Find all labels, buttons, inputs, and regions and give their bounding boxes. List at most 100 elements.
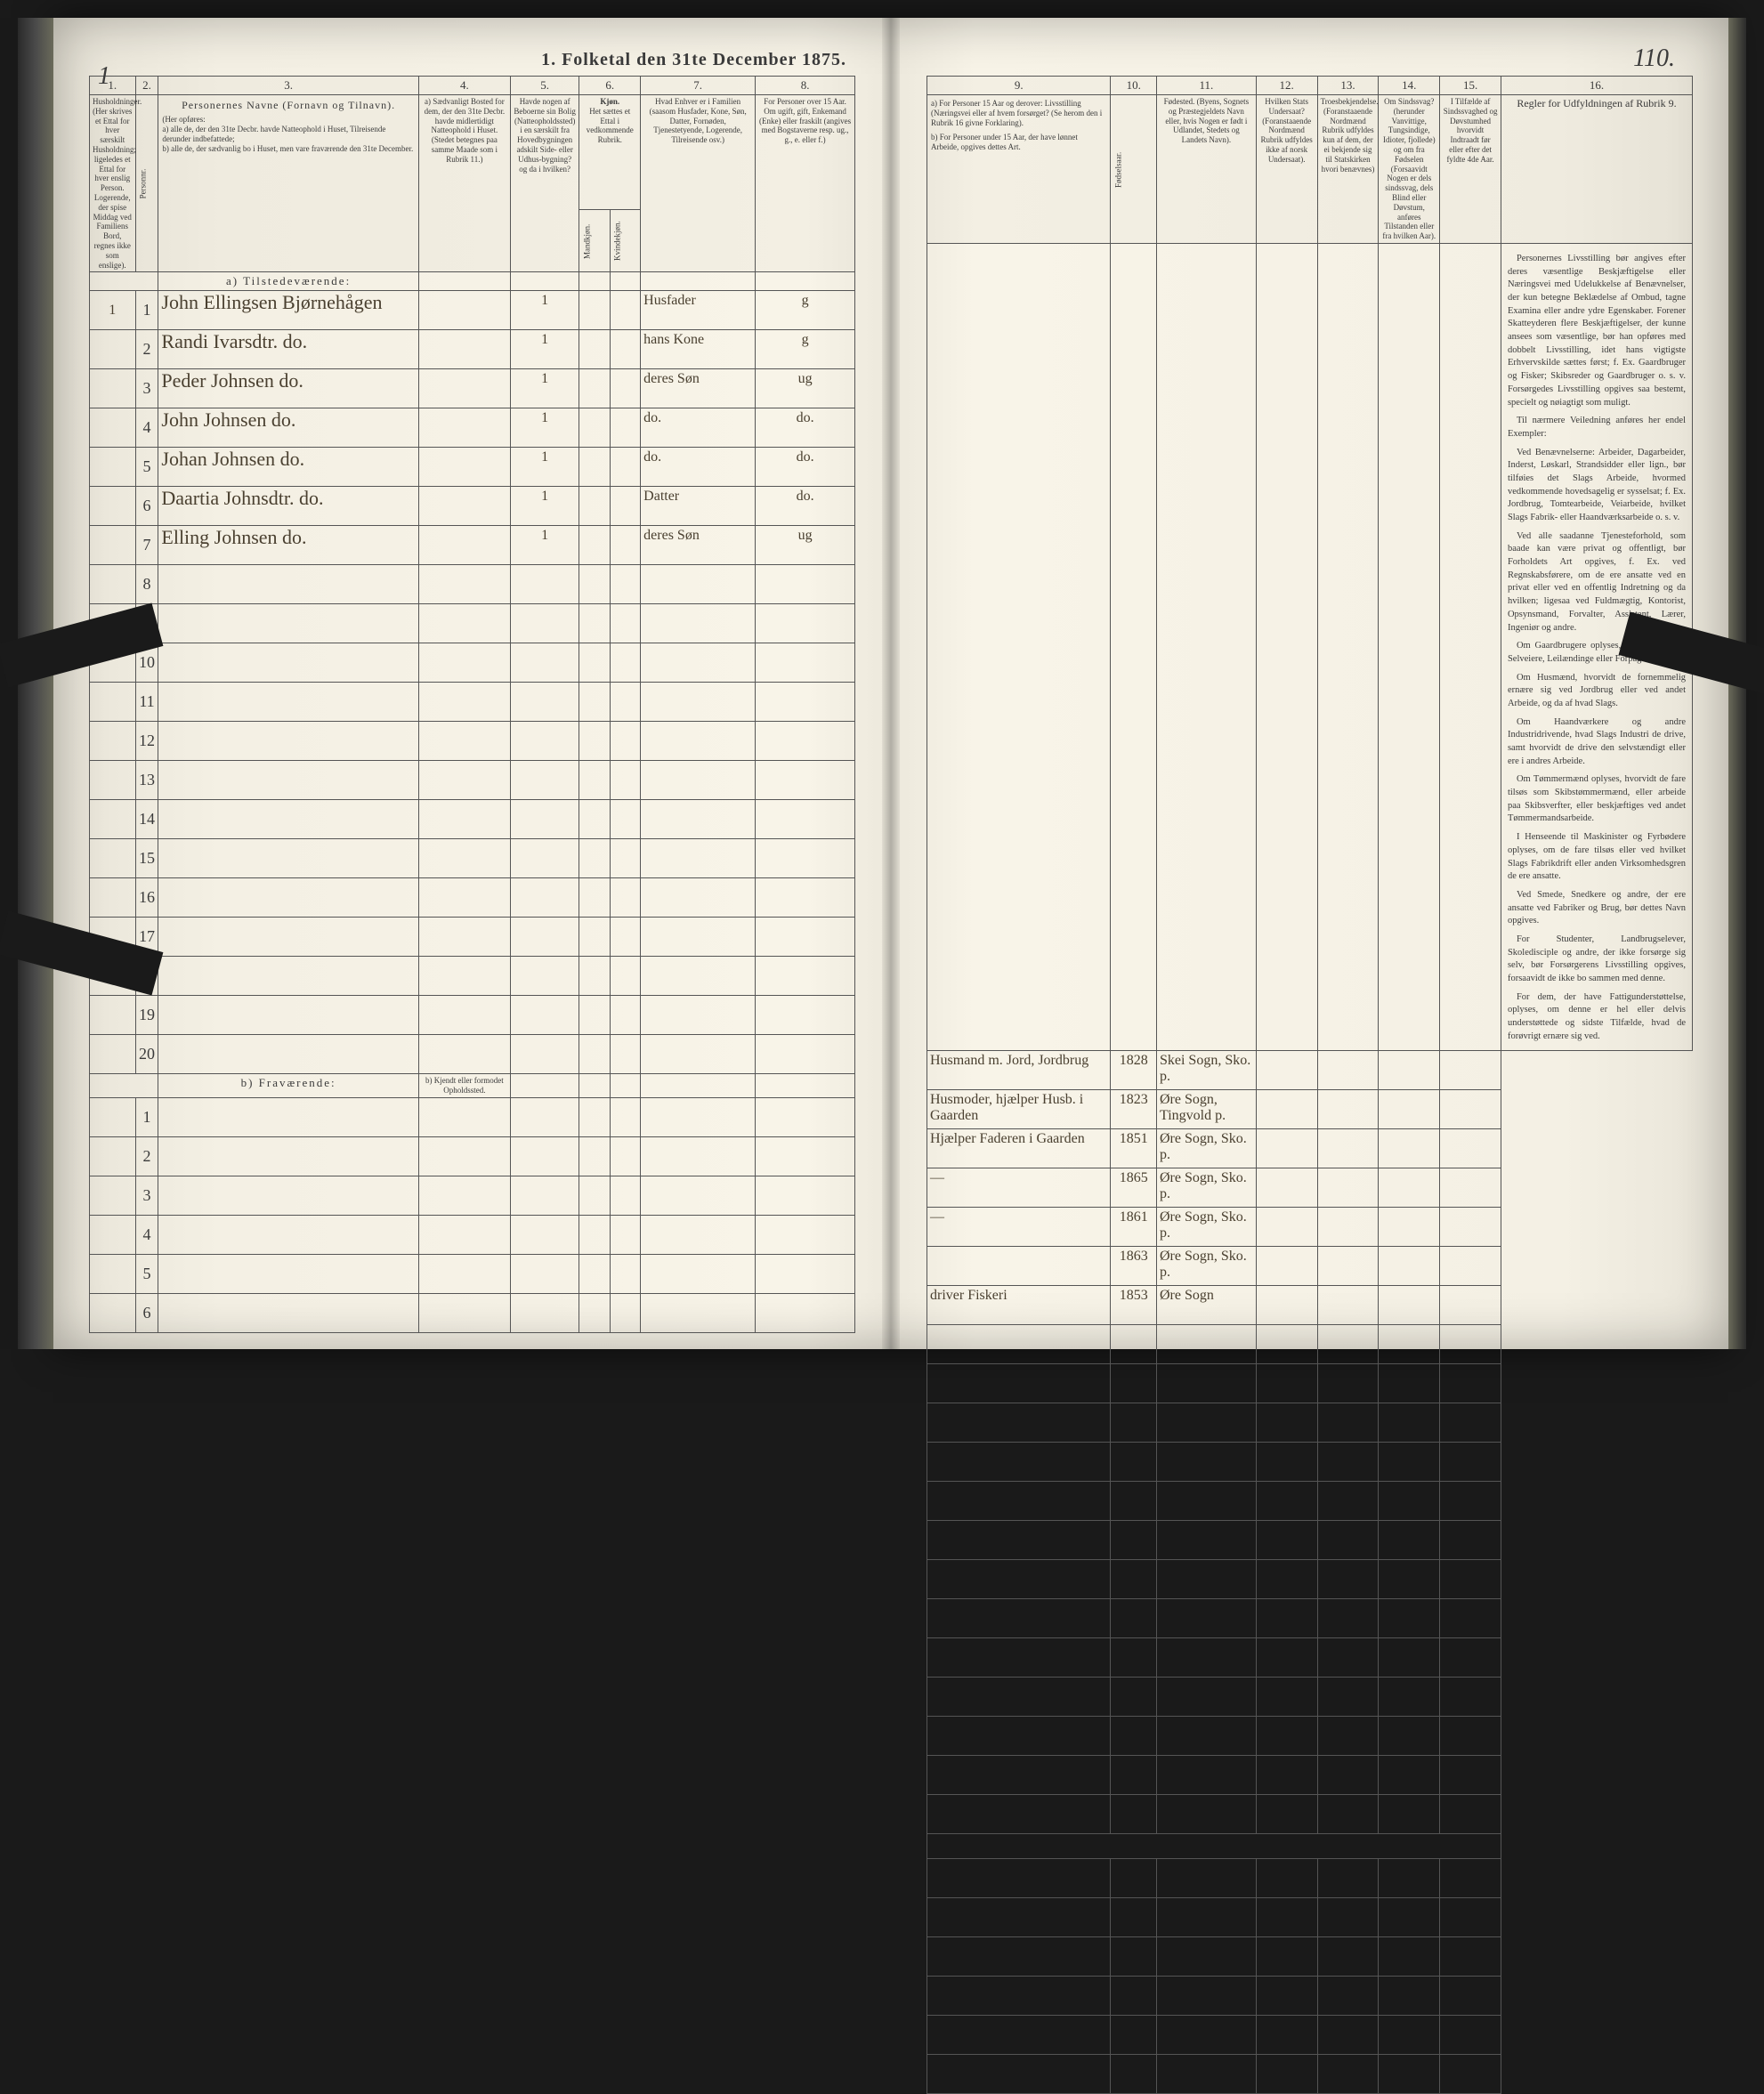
header-13: Troesbekjendelse. (Foranstaaende Nordmæn… xyxy=(1317,95,1379,244)
cell xyxy=(90,761,136,800)
row-num: 13 xyxy=(135,761,158,800)
row-num: 5 xyxy=(135,1254,158,1293)
table-row: 1863Øre Sogn, Sko. p. xyxy=(927,1247,1693,1286)
rubrik-paragraph: Ved Benævnelserne: Arbeider, Dagarbeider… xyxy=(1508,447,1686,525)
row-num: 20 xyxy=(135,1035,158,1074)
family-pos: Datter xyxy=(641,487,756,526)
household-num xyxy=(90,448,136,487)
table-row-empty xyxy=(927,1756,1693,1795)
cell xyxy=(1256,1286,1317,1325)
occupation: Husmand m. Jord, Jordbrug xyxy=(927,1051,1111,1090)
cell-5: 1 xyxy=(510,526,579,565)
cell-k xyxy=(610,408,640,448)
cell-m xyxy=(579,526,610,565)
ledger-table-left: 1. 2. 3. 4. 5. 6. 7. 8. Husholdninger. (… xyxy=(89,76,855,1333)
table-row: 3Peder Johnsen do.1deres Sønug xyxy=(90,369,855,408)
table-row: driver Fiskeri1853Øre Sogn xyxy=(927,1286,1693,1325)
birth-place: Øre Sogn, Sko. p. xyxy=(1156,1168,1256,1208)
h9b: b) For Personer under 15 Aar, der have l… xyxy=(931,133,1106,152)
person-name: Randi Ivarsdtr. do. xyxy=(158,330,418,369)
table-row-empty xyxy=(927,1560,1693,1599)
cell xyxy=(90,839,136,878)
h9a: a) For Personer 15 Aar og derover: Livss… xyxy=(931,99,1106,127)
cell xyxy=(1317,1090,1379,1129)
row-num: 1 xyxy=(135,1097,158,1136)
birth-place: Øre Sogn, Sko. p. xyxy=(1156,1247,1256,1286)
rubrik-paragraph: For dem, der have Fattigunderstøttelse, … xyxy=(1508,991,1686,1044)
table-row: 5Johan Johnsen do.1do.do. xyxy=(90,448,855,487)
family-pos: do. xyxy=(641,408,756,448)
row-num: 4 xyxy=(135,1215,158,1254)
occupation: — xyxy=(927,1208,1111,1247)
civil: do. xyxy=(756,408,855,448)
header-16: Regler for Udfyldningen af Rubrik 9. xyxy=(1501,95,1692,244)
birth-place: Øre Sogn, Sko. p. xyxy=(1156,1208,1256,1247)
family-pos: deres Søn xyxy=(641,369,756,408)
birth-place: Øre Sogn, Tingvold p. xyxy=(1156,1090,1256,1129)
cell xyxy=(1379,1051,1440,1090)
civil: do. xyxy=(756,448,855,487)
cell-5: 1 xyxy=(510,487,579,526)
cell xyxy=(1256,1247,1317,1286)
birth-year: 1853 xyxy=(1111,1286,1157,1325)
row-num: 16 xyxy=(135,878,158,918)
section-b-label: b) Fraværende: xyxy=(158,1074,418,1098)
table-row-empty xyxy=(927,1937,1693,1977)
civil: g xyxy=(756,330,855,369)
table-row-empty: 14 xyxy=(90,800,855,839)
header-11: Fødested. (Byens, Sognets og Præstegjeld… xyxy=(1156,95,1256,244)
cell xyxy=(90,878,136,918)
birth-year: 1865 xyxy=(1111,1168,1157,1208)
table-row: —1865Øre Sogn, Sko. p. xyxy=(927,1168,1693,1208)
birth-year: 1823 xyxy=(1111,1090,1157,1129)
birth-place: Øre Sogn xyxy=(1156,1286,1256,1325)
household-num xyxy=(90,487,136,526)
table-row-empty xyxy=(927,1364,1693,1403)
occupation xyxy=(927,1247,1111,1286)
cell xyxy=(90,1176,136,1215)
table-row-empty xyxy=(927,1977,1693,2016)
cell xyxy=(90,996,136,1035)
cell xyxy=(1440,1286,1501,1325)
table-row-empty: 19 xyxy=(90,996,855,1035)
header-1: Husholdninger. (Her skrives et Ettal for… xyxy=(90,95,136,272)
table-row-empty xyxy=(927,2055,1693,2094)
table-row-empty: 11 xyxy=(90,683,855,722)
person-num: 1 xyxy=(135,291,158,330)
table-row-empty: 16 xyxy=(90,878,855,918)
header-8: For Personer over 15 Aar. Om ugift, gift… xyxy=(756,95,855,272)
cell-k xyxy=(610,487,640,526)
table-row-empty xyxy=(927,1638,1693,1678)
cell xyxy=(1256,1051,1317,1090)
person-name: Peder Johnsen do. xyxy=(158,369,418,408)
table-row-empty: 8 xyxy=(90,565,855,604)
person-num: 3 xyxy=(135,369,158,408)
row-num: 19 xyxy=(135,996,158,1035)
table-row-empty xyxy=(927,1599,1693,1638)
table-row-empty: 15 xyxy=(90,839,855,878)
header-9: a) For Personer 15 Aar og derover: Livss… xyxy=(927,95,1111,244)
occupation: Husmoder, hjælper Husb. i Gaarden xyxy=(927,1090,1111,1129)
cell xyxy=(90,722,136,761)
occupation: — xyxy=(927,1168,1111,1208)
h6-sub: Het sættes et Ettal i vedkommende Rubrik… xyxy=(582,107,637,145)
cell-k xyxy=(610,526,640,565)
table-row-empty xyxy=(927,2016,1693,2055)
table-row-empty xyxy=(927,1521,1693,1560)
h6-title: Kjøn. xyxy=(582,97,637,107)
person-name: Johan Johnsen do. xyxy=(158,448,418,487)
page-number-left: 1 xyxy=(98,62,110,91)
birth-year: 1861 xyxy=(1111,1208,1157,1247)
cell xyxy=(90,1035,136,1074)
page-right: . 110. 9. 10. 11. 12. 13. 14. 15. 16. a)… xyxy=(891,18,1728,1349)
household-num xyxy=(90,408,136,448)
table-row-empty: 3 xyxy=(90,1176,855,1215)
cell xyxy=(1440,1208,1501,1247)
cell-m xyxy=(579,291,610,330)
table-row-empty xyxy=(927,1678,1693,1717)
birth-place: Skei Sogn, Sko. p. xyxy=(1156,1051,1256,1090)
row-num: 11 xyxy=(135,683,158,722)
cell xyxy=(1379,1090,1440,1129)
table-row: 2Randi Ivarsdtr. do.1hans Koneg xyxy=(90,330,855,369)
table-row-empty xyxy=(927,1859,1693,1898)
